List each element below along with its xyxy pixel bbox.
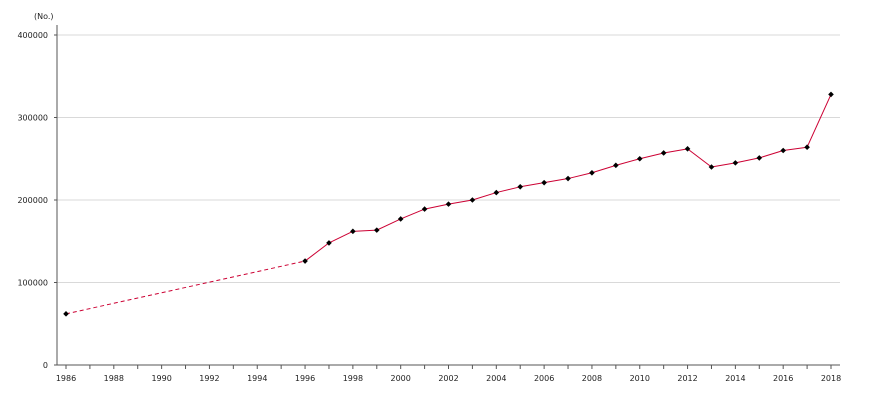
x-tick-label: 2014: [725, 374, 745, 383]
series-line-segment: [472, 192, 497, 201]
series-line-segment: [735, 157, 760, 164]
series-line-segment: [759, 150, 784, 159]
series-line-segment: [567, 172, 593, 180]
data-point-marker: [469, 197, 476, 203]
series-line-segment: [544, 178, 569, 184]
y-tick-label: 200000: [17, 196, 48, 205]
y-tick-label: 100000: [17, 279, 48, 288]
series-line-segment: [520, 182, 545, 188]
y-tick-label: 300000: [17, 114, 48, 123]
series-line-segment: [639, 152, 664, 160]
x-tick-label: 2008: [582, 374, 602, 383]
y-tick-label: 400000: [17, 31, 48, 40]
x-tick-label: 1988: [104, 374, 124, 383]
data-point-marker: [780, 147, 786, 154]
x-tick-label: 1994: [247, 374, 267, 383]
data-point-marker: [326, 240, 332, 246]
series-line-segment: [687, 148, 712, 168]
series-line-segment: [328, 230, 354, 244]
data-point-marker: [373, 227, 380, 233]
data-point-marker: [350, 228, 356, 235]
data-point-marker: [493, 189, 500, 196]
x-tick-label: 1992: [199, 374, 219, 383]
data-point-marker: [756, 155, 763, 161]
series-markers: [63, 91, 834, 317]
data-point-marker: [397, 216, 404, 222]
series-line-segment: [448, 199, 473, 205]
series-line-segment: [424, 203, 449, 210]
data-point-marker: [732, 160, 739, 166]
data-point-marker: [636, 155, 643, 162]
x-tick-label: 1990: [151, 374, 171, 383]
data-point-marker: [63, 311, 69, 317]
data-point-marker: [589, 169, 595, 176]
data-point-marker: [660, 150, 667, 156]
x-tick-label: 2010: [630, 374, 650, 383]
data-point-marker: [804, 144, 810, 150]
series-line-segment: [806, 94, 832, 148]
series-line: [65, 94, 832, 315]
y-tick-label: 0: [43, 361, 48, 370]
series-line-segment: [591, 164, 616, 174]
data-point-marker: [708, 164, 715, 170]
x-tick-label: 2002: [438, 374, 458, 383]
data-point-marker: [684, 146, 691, 152]
axes: 0 100000 200000 300000 400000 1986 1988 1990 199…: [17, 25, 841, 383]
data-point-marker: [541, 179, 547, 186]
x-tick-label: 2006: [534, 374, 554, 383]
x-tick-label: 2000: [391, 374, 411, 383]
y-unit-label: (No.): [34, 12, 54, 21]
series-line-segment: [663, 148, 688, 154]
data-point-marker: [445, 201, 452, 207]
x-tick-label: 1986: [56, 374, 76, 383]
data-point-marker: [613, 162, 619, 169]
x-tick-label: 1996: [295, 374, 315, 383]
series-line-segment: [615, 158, 640, 166]
series-line-segment: [376, 218, 401, 231]
x-tick-label: 2016: [773, 374, 793, 383]
data-point-marker: [828, 91, 834, 98]
data-point-marker: [302, 258, 308, 264]
series-line-segment: [65, 260, 306, 315]
data-point-marker: [565, 175, 571, 182]
x-tick-label: 2004: [486, 374, 506, 383]
series-line-segment: [496, 186, 521, 194]
series-line-segment: [783, 146, 808, 151]
series-line-segment: [352, 229, 377, 232]
x-tick-label: 2012: [677, 374, 697, 383]
series-line-segment: [400, 208, 425, 220]
x-tick-label: 2018: [821, 374, 841, 383]
data-point-marker: [517, 184, 524, 190]
x-tick-label: 1998: [343, 374, 363, 383]
series-line-segment: [304, 242, 330, 262]
series-line-segment: [711, 162, 736, 168]
gridlines: [57, 34, 840, 283]
data-point-marker: [421, 206, 428, 212]
